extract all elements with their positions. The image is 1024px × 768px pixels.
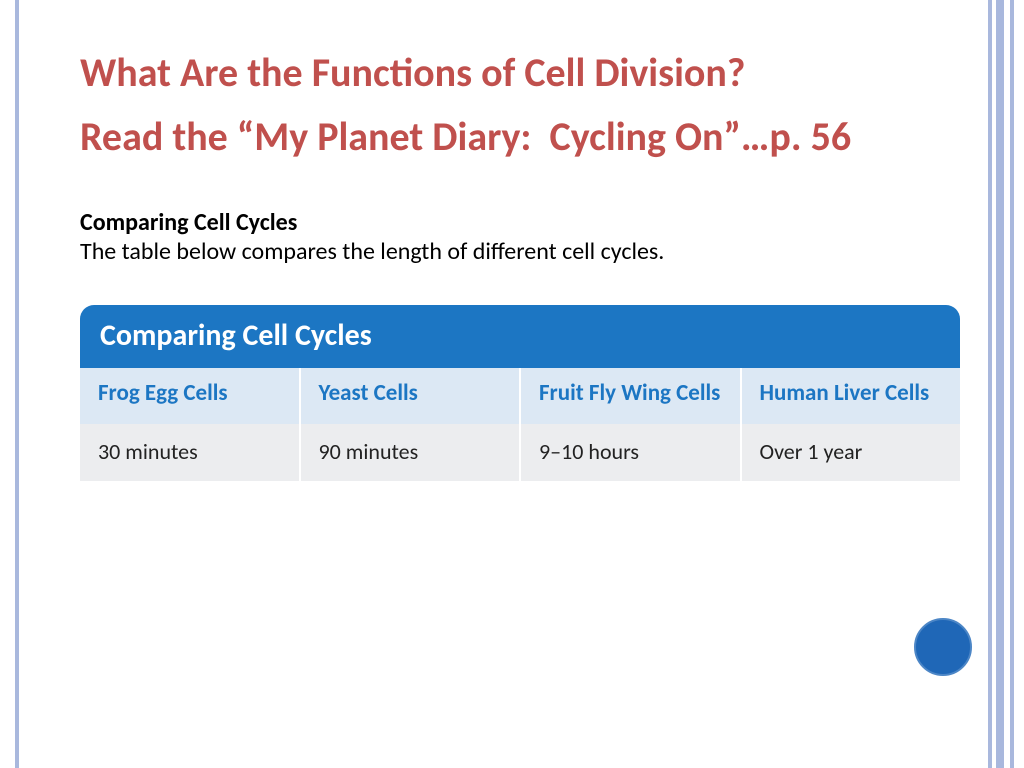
slide-border-right-3 <box>1010 0 1014 768</box>
slide-border-right-1 <box>988 0 992 768</box>
sub-heading: Comparing Cell Cycles <box>80 208 904 237</box>
table-cell: Over 1 year <box>742 424 961 481</box>
heading-2: Read the “My Planet Diary: Cycling On”…p… <box>80 112 904 162</box>
table-header-row: Frog Egg Cells Yeast Cells Fruit Fly Win… <box>80 368 960 424</box>
table-title: Comparing Cell Cycles <box>80 305 960 368</box>
slide-content: What Are the Functions of Cell Division?… <box>80 48 904 481</box>
slide-border-right-2 <box>996 0 1004 768</box>
table-cell: 30 minutes <box>80 424 301 481</box>
table-col-header: Frog Egg Cells <box>80 368 301 424</box>
heading-1: What Are the Functions of Cell Division? <box>80 48 904 98</box>
table-cell: 9–10 hours <box>521 424 742 481</box>
sub-text: The table below compares the length of d… <box>80 237 904 267</box>
table-col-header: Yeast Cells <box>301 368 522 424</box>
table-col-header: Fruit Fly Wing Cells <box>521 368 742 424</box>
decorative-circle <box>914 618 972 676</box>
table-col-header: Human Liver Cells <box>742 368 961 424</box>
table-cell: 90 minutes <box>301 424 522 481</box>
cell-cycles-table: Comparing Cell Cycles Frog Egg Cells Yea… <box>80 305 960 481</box>
slide-border-left <box>15 0 19 768</box>
table-data-row: 30 minutes 90 minutes 9–10 hours Over 1 … <box>80 424 960 481</box>
